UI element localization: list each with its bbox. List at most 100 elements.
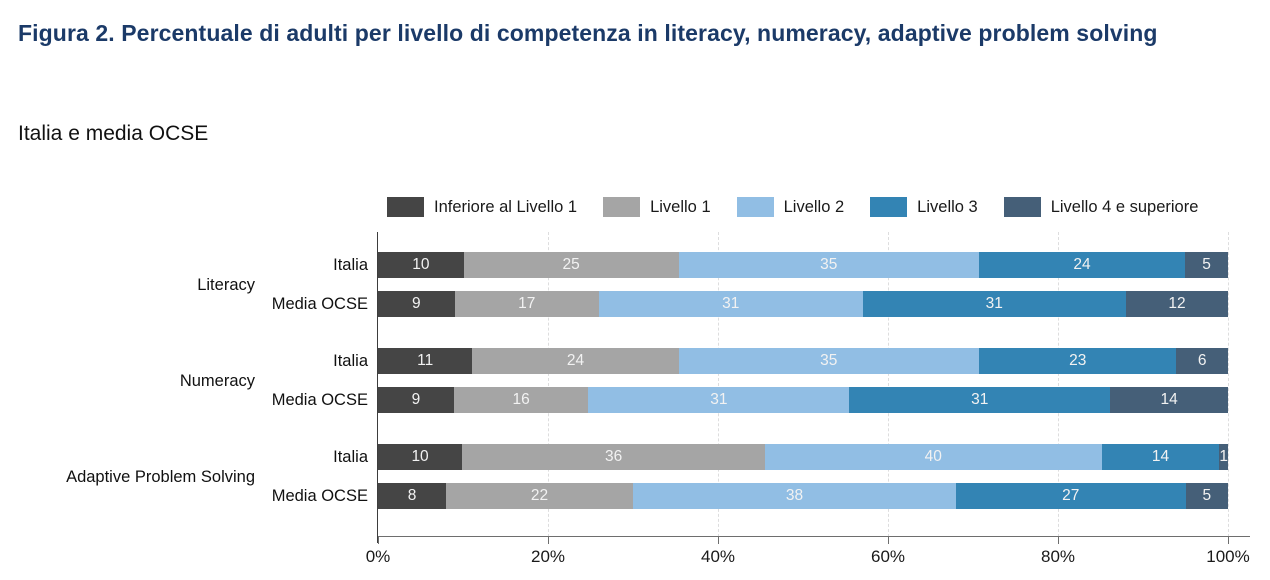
bar-segment: 36 [462,444,766,470]
x-tick-label: 100% [1206,547,1250,566]
legend-label: Livello 3 [917,197,978,216]
legend-swatch [603,197,641,217]
value-label: 23 [1069,352,1087,369]
value-label: 5 [1202,487,1212,504]
legend-label: Livello 1 [650,197,711,216]
value-label: 6 [1197,352,1207,369]
value-label: 22 [530,487,549,504]
x-axis-tick [887,537,889,544]
value-label: 12 [1168,295,1186,312]
legend-item: Livello 4 e superiore [1003,197,1199,217]
y-axis-line [377,232,378,543]
bar-segment: 24 [979,252,1186,278]
bar-segment: 31 [862,291,1126,317]
legend-swatch [1003,197,1041,217]
value-label: 31 [985,295,1003,312]
bar-segment: 40 [765,444,1102,470]
legend-swatch [736,197,774,217]
bar-segment: 12 [1126,291,1228,317]
value-label: 1 [1219,448,1228,465]
bar-segment: 5 [1185,252,1228,278]
value-label: 24 [566,352,585,369]
value-label: 9 [411,391,421,408]
stacked-bar-row: 11 24 35 23 6 [378,348,1228,374]
group-label: Numeracy [179,371,255,390]
legend-item: Livello 2 [736,197,845,217]
bar-segment: 27 [956,483,1186,509]
gridline [548,232,549,537]
value-label: 35 [820,352,838,369]
value-label: 14 [1160,391,1178,408]
plot-area: 10 25 35 24 5 9 17 31 31 12 11 24 35 23 6 9 16 31 31 14 10 36… [378,232,1229,537]
x-axis-tick [547,537,549,544]
legend-label: Livello 2 [783,197,845,216]
value-label: 38 [785,487,804,504]
value-label: 31 [722,295,740,312]
bar-segment: 1 [1219,444,1228,470]
gridline [1058,232,1059,537]
bar-segment: 38 [633,483,956,509]
bar-segment: 6 [1176,348,1228,374]
stacked-bar-row: 10 36 40 14 1 [378,444,1228,470]
gridline [1228,232,1229,537]
value-label: 17 [518,295,536,312]
x-axis-tick [717,537,719,544]
figure-subtitle: Italia e media OCSE [18,122,209,145]
stacked-bar-row: 10 25 35 24 5 [378,252,1228,278]
value-label: 10 [411,448,429,465]
value-label: 25 [562,256,580,273]
legend-item: Livello 3 [870,197,978,217]
bar-segment: 25 [463,252,679,278]
row-label: Media OCSE [271,295,368,313]
value-label: 11 [417,352,434,369]
value-label: 35 [820,256,838,273]
value-label: 9 [411,295,421,312]
value-label: 5 [1202,256,1211,273]
row-label: Media OCSE [271,487,368,505]
value-label: 16 [512,391,530,408]
row-label: Italia [333,448,368,466]
figure-title: Figura 2. Percentuale di adulti per live… [18,20,1158,46]
value-label: 36 [604,448,623,465]
legend-label: Livello 4 e superiore [1050,197,1199,216]
row-label: Italia [333,352,368,370]
bar-segment: 14 [1110,387,1229,413]
legend-swatch [870,197,908,217]
value-label: 31 [971,391,989,408]
value-label: 31 [710,391,728,408]
bar-segment: 24 [472,348,679,374]
stacked-bar-row: 8 22 38 27 5 [378,483,1228,509]
legend-item: Inferiore al Livello 1 [387,197,577,217]
bar-segment: 17 [454,291,599,317]
x-tick-label: 0% [365,547,391,566]
bar-segment: 14 [1101,444,1220,470]
x-axis-line [378,536,1250,537]
gridline [718,232,719,537]
stacked-bar-row: 9 16 31 31 14 [378,387,1229,413]
value-label: 10 [412,256,430,273]
bar-segment: 22 [446,483,633,509]
x-tick-label: 20% [530,547,566,566]
bar-segment: 11 [378,348,473,374]
bar-segment: 16 [453,387,589,413]
x-axis-tick [1057,537,1059,544]
legend-label: Inferiore al Livello 1 [434,197,578,216]
x-axis-tick [1227,537,1229,544]
value-label: 27 [1062,487,1080,504]
bar-segment: 5 [1185,483,1228,509]
x-tick-label: 60% [870,547,906,566]
bar-segment: 9 [378,291,455,317]
x-tick-label: 40% [700,547,736,566]
bar-segment: 31 [599,291,863,317]
bar-segment: 35 [678,252,979,278]
legend-swatch [387,197,424,217]
gridline [888,232,889,537]
x-tick-label: 80% [1040,547,1076,566]
stacked-bar-row: 9 17 31 31 12 [378,291,1228,317]
bar-segment: 31 [588,387,850,413]
x-axis-tick [377,537,379,544]
legend-item: Livello 1 [603,197,711,217]
value-label: 24 [1073,256,1091,273]
bar-segment: 9 [378,387,454,413]
